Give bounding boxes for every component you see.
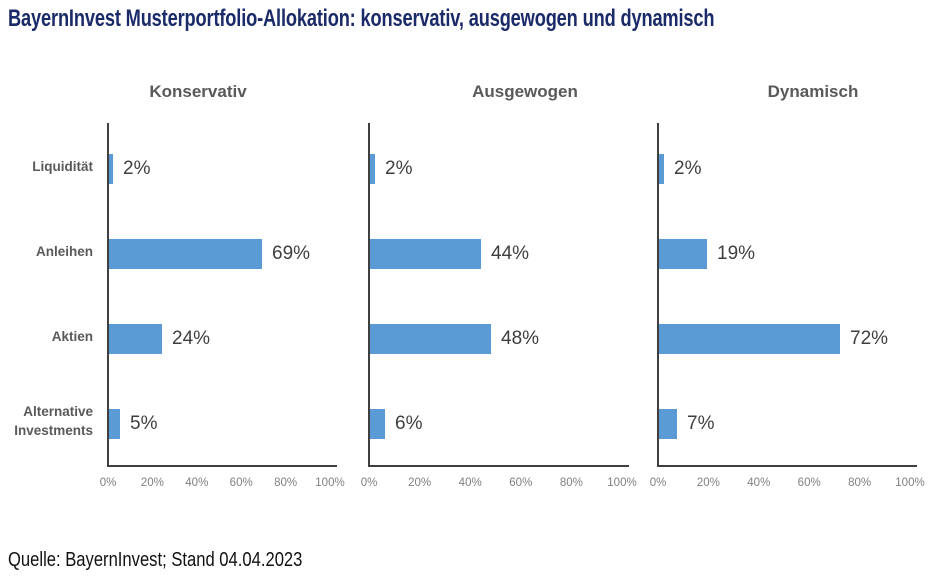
value-label: 5% xyxy=(130,413,158,434)
category-label-liquidit-t: Liquidität xyxy=(32,158,93,174)
y-axis-line xyxy=(368,123,370,467)
x-axis-tick-label: 100% xyxy=(895,477,925,489)
value-label: 2% xyxy=(674,158,702,179)
y-axis-line xyxy=(657,123,659,467)
x-axis-tick-label: 60% xyxy=(797,477,821,489)
bar-liquidit-t xyxy=(109,154,113,184)
value-label: 44% xyxy=(491,243,530,264)
x-axis-line xyxy=(368,465,629,467)
x-axis-tick-label: 100% xyxy=(607,477,637,489)
x-axis-tick-label: 80% xyxy=(274,477,298,489)
x-axis-tick-label: 80% xyxy=(559,477,583,489)
x-axis-tick-label: 0% xyxy=(99,477,117,489)
y-axis-line xyxy=(107,123,109,467)
x-axis-tick-label: 60% xyxy=(229,477,253,489)
bar-liquidit-t xyxy=(659,154,664,184)
x-axis-line xyxy=(657,465,917,467)
value-label: 24% xyxy=(172,328,211,349)
x-axis-tick-label: 20% xyxy=(408,477,432,489)
category-label-aktien: Aktien xyxy=(51,328,93,344)
x-axis-tick-label: 40% xyxy=(458,477,482,489)
bar-anleihen xyxy=(370,239,481,269)
value-label: 7% xyxy=(687,413,715,434)
value-label: 2% xyxy=(123,158,151,179)
value-label: 69% xyxy=(272,243,311,264)
value-label: 72% xyxy=(850,328,889,349)
x-axis-tick-label: 100% xyxy=(315,477,345,489)
value-label: 2% xyxy=(385,158,413,179)
x-axis-tick-label: 20% xyxy=(696,477,720,489)
x-axis-tick-label: 40% xyxy=(185,477,209,489)
bar-anleihen xyxy=(109,239,262,269)
x-axis-tick-label: 0% xyxy=(649,477,667,489)
page-title: BayernInvest Musterportfolio-Allokation:… xyxy=(8,5,715,32)
chart-title-dynamisch: Dynamisch xyxy=(767,82,859,101)
value-label: 19% xyxy=(717,243,756,264)
value-label: 6% xyxy=(395,413,423,434)
category-label-alternative-investments: Alternative Investments xyxy=(14,404,93,438)
x-axis-tick-label: 80% xyxy=(848,477,872,489)
x-axis-tick-label: 20% xyxy=(140,477,164,489)
category-label-anleihen: Anleihen xyxy=(35,243,93,259)
x-axis-line xyxy=(107,465,337,467)
value-label: 48% xyxy=(501,328,540,349)
x-axis-tick-label: 60% xyxy=(509,477,533,489)
bar-liquidit-t xyxy=(370,154,375,184)
bar-aktien xyxy=(370,324,491,354)
chart-title-ausgewogen: Ausgewogen xyxy=(472,82,578,101)
x-axis-tick-label: 40% xyxy=(747,477,771,489)
bar-alternative-investments xyxy=(109,409,120,439)
chart-title-konservativ: Konservativ xyxy=(149,82,247,101)
bar-alternative-investments xyxy=(370,409,385,439)
x-axis-tick-label: 0% xyxy=(360,477,378,489)
bar-alternative-investments xyxy=(659,409,677,439)
bar-aktien xyxy=(109,324,162,354)
bar-aktien xyxy=(659,324,840,354)
bar-anleihen xyxy=(659,239,707,269)
source-note: Quelle: BayernInvest; Stand 04.04.2023 xyxy=(8,549,303,571)
